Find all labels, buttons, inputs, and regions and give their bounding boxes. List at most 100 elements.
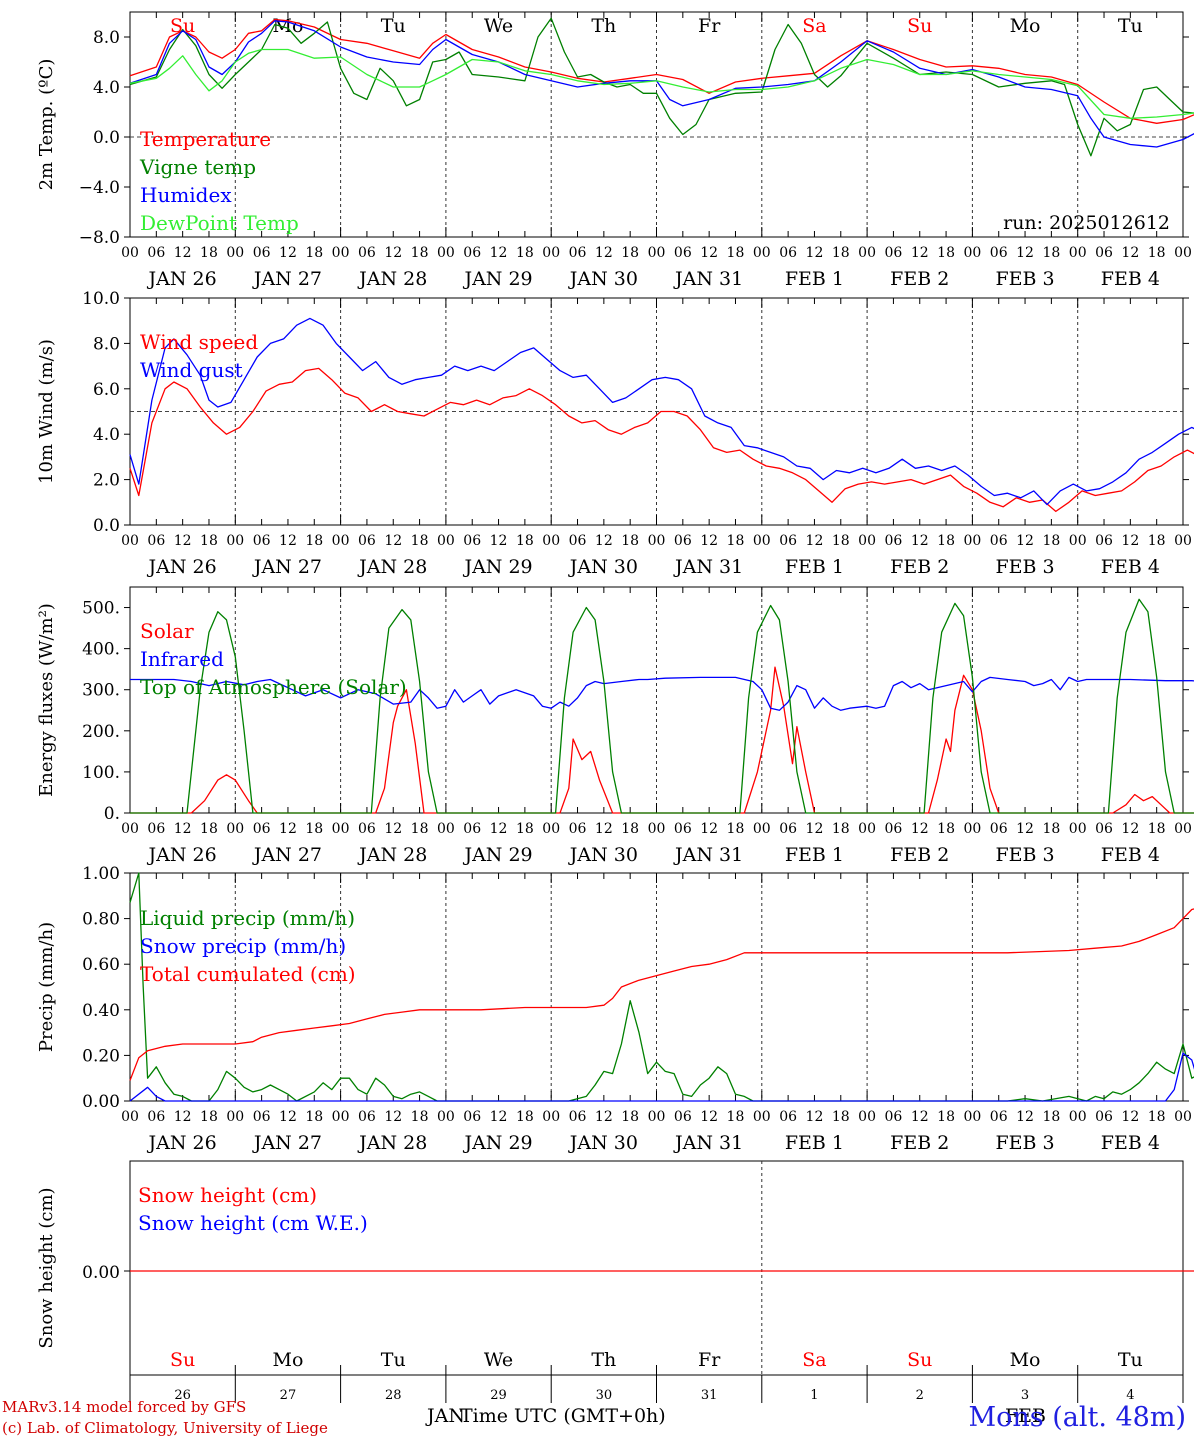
y-tick-label: 2.0	[93, 471, 120, 491]
legend-entry: Solar	[140, 619, 194, 643]
legend-entry: Snow height (cm W.E.)	[138, 1211, 368, 1235]
day-number-label: 1	[810, 1388, 818, 1403]
x-hour-label: 12	[279, 1109, 297, 1125]
x-date-label: JAN 31	[673, 1132, 743, 1154]
x-date-label: JAN 27	[252, 844, 322, 866]
x-date-label: JAN 29	[462, 556, 532, 578]
series-line-vigne-temp	[129, 17, 1194, 157]
legend-entry: Temperature	[140, 127, 271, 151]
x-hour-label: 00	[963, 1109, 981, 1125]
y-tick-label: −8.0	[79, 228, 120, 248]
day-name-label: Tu	[381, 1349, 406, 1371]
x-date-label: FEB 1	[785, 1132, 844, 1154]
legend-entry: Snow precip (mm/h)	[140, 934, 346, 958]
x-hour-label: 12	[911, 821, 929, 837]
x-hour-label: 12	[279, 533, 297, 549]
x-hour-label: 00	[226, 245, 244, 261]
x-hour-label: 12	[1121, 533, 1139, 549]
y-tick-label: 500.	[82, 599, 120, 619]
y-tick-label: 4.0	[93, 425, 120, 445]
y-axis-title: Precip (mm/h)	[36, 922, 57, 1052]
x-hour-label: 00	[121, 245, 139, 261]
x-date-label: JAN 29	[462, 1132, 532, 1154]
x-hour-label: 00	[437, 1109, 455, 1125]
x-hour-label: 12	[911, 245, 929, 261]
y-tick-label: 0.	[104, 804, 120, 824]
x-hour-label: 12	[490, 533, 508, 549]
x-hour-label: 06	[990, 533, 1008, 549]
x-date-label: JAN 30	[568, 1132, 638, 1154]
x-hour-label: 00	[437, 245, 455, 261]
x-hour-label: 06	[569, 245, 587, 261]
x-hour-label: 18	[621, 245, 639, 261]
x-hour-label: 06	[1095, 821, 1113, 837]
x-hour-label: 18	[937, 245, 955, 261]
day-name-label: Mo	[272, 1349, 303, 1371]
x-hour-label: 18	[727, 1109, 745, 1125]
x-hour-label: 06	[1095, 245, 1113, 261]
x-hour-label: 12	[700, 821, 718, 837]
x-hour-label: 00	[858, 821, 876, 837]
x-hour-label: 00	[1174, 245, 1192, 261]
x-hour-label: 06	[463, 245, 481, 261]
day-number-label: 27	[280, 1388, 297, 1403]
series-line-infrared	[130, 676, 1194, 711]
x-hour-label: 18	[1148, 533, 1166, 549]
x-hour-label: 12	[1016, 1109, 1034, 1125]
x-hour-label: 06	[990, 821, 1008, 837]
x-hour-label: 18	[200, 245, 218, 261]
x-hour-label: 18	[516, 533, 534, 549]
x-hour-label: 18	[516, 245, 534, 261]
panel-energy: 500. 400. 300. 200. 100. 0. Energy fluxes (W/m…	[36, 586, 1194, 866]
x-date-label: FEB 3	[995, 556, 1054, 578]
x-hour-label: 18	[1042, 1109, 1060, 1125]
x-hour-label: 06	[885, 533, 903, 549]
x-hour-label: 06	[147, 533, 165, 549]
x-hour-label: 06	[779, 245, 797, 261]
day-number-label: 4	[1126, 1388, 1134, 1403]
x-hour-label: 12	[384, 533, 402, 549]
x-axis-title: Time UTC (GMT+0h)	[460, 1405, 666, 1427]
y-axis-title: Energy fluxes (W/m²)	[36, 603, 57, 797]
x-hour-label: 12	[700, 533, 718, 549]
x-hour-label: 18	[1042, 245, 1060, 261]
x-hour-label: 12	[279, 245, 297, 261]
x-hour-label: 18	[937, 821, 955, 837]
x-hour-label: 00	[858, 245, 876, 261]
legend-entry: Total cumulated (cm)	[140, 962, 356, 986]
day-name-label: Th	[591, 1349, 616, 1371]
day-name-label: Sa	[802, 15, 826, 37]
day-name-label: Sa	[802, 1349, 826, 1371]
x-hour-label: 00	[226, 1109, 244, 1125]
legend-entry: Liquid precip (mm/h)	[140, 906, 355, 930]
x-hour-label: 18	[1042, 533, 1060, 549]
panel-temperature: 8.0 4.0 0.0 −4.0 −8.0 2m Temp. (ºC) 00 06 12 18 00…	[36, 11, 1194, 290]
day-name-label: Mo	[1010, 15, 1041, 37]
x-hour-label: 18	[516, 1109, 534, 1125]
x-hour-label: 12	[1121, 245, 1139, 261]
x-date-label: JAN 27	[252, 1132, 322, 1154]
x-date-label: JAN 29	[462, 844, 532, 866]
x-hour-label: 00	[753, 1109, 771, 1125]
x-hour-label: 12	[911, 1109, 929, 1125]
x-hour-label: 06	[674, 245, 692, 261]
x-hour-label: 06	[569, 533, 587, 549]
x-date-label: JAN 26	[147, 1132, 217, 1154]
x-hour-label: 00	[542, 245, 560, 261]
x-hour-label: 12	[806, 533, 824, 549]
x-hour-label: 18	[621, 1109, 639, 1125]
x-hour-label: 00	[121, 821, 139, 837]
legend-entry: Snow height (cm)	[138, 1183, 317, 1207]
x-hour-label: 18	[200, 1109, 218, 1125]
series-line-liquid-precip-mm-h	[129, 872, 1194, 1102]
x-hour-label: 18	[305, 533, 323, 549]
y-axis-title: Snow height (cm)	[36, 1187, 57, 1348]
x-hour-label: 12	[490, 245, 508, 261]
panel-snow: 0.00 Snow height (cm) Su Mo Tu We Th Fr Sa Su Mo Tu…	[36, 1160, 1194, 1403]
y-tick-label: 0.0	[93, 516, 120, 536]
x-hour-label: 00	[542, 533, 560, 549]
day-name-label: We	[484, 15, 513, 37]
day-name-label: Fr	[698, 15, 721, 37]
x-hour-label: 06	[779, 821, 797, 837]
x-hour-label: 00	[437, 821, 455, 837]
